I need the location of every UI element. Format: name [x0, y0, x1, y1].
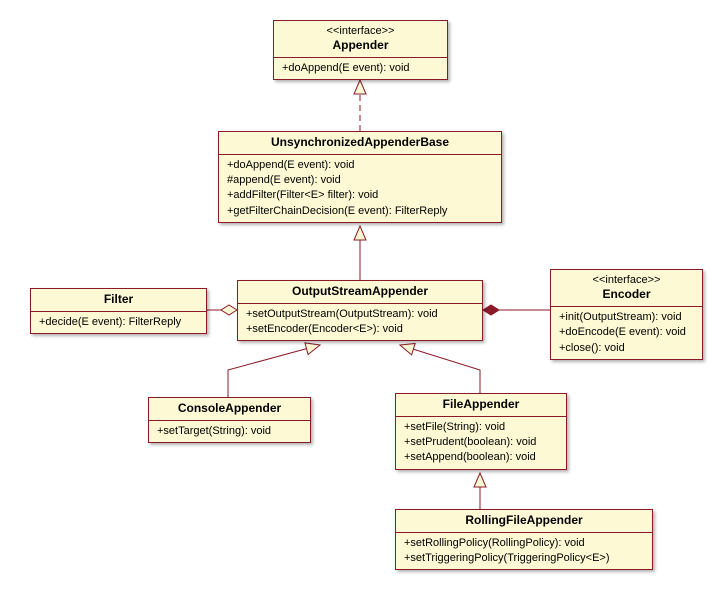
class-console-appender: ConsoleAppender +setTarget(String): void: [148, 397, 311, 443]
class-body: +doAppend(E event): void: [274, 58, 447, 79]
class-name: ConsoleAppender: [178, 401, 281, 415]
class-body: +setTarget(String): void: [149, 421, 310, 442]
class-name: Appender: [332, 38, 388, 52]
class-title: RollingFileAppender: [396, 510, 652, 533]
class-title: <<interface>> Appender: [274, 21, 447, 58]
stereotype-label: <<interface>>: [559, 273, 694, 287]
class-encoder: <<interface>> Encoder +init(OutputStream…: [550, 269, 703, 360]
class-body: +decide(E event): FilterReply: [31, 312, 206, 333]
class-appender: <<interface>> Appender +doAppend(E event…: [273, 20, 448, 80]
method: +setRollingPolicy(RollingPolicy): void: [404, 536, 644, 551]
method: +doAppend(E event): void: [282, 61, 439, 76]
class-name: UnsynchronizedAppenderBase: [271, 135, 449, 149]
class-title: UnsynchronizedAppenderBase: [219, 132, 501, 155]
method: +doEncode(E event): void: [559, 325, 694, 340]
class-unsynchronized-appender-base: UnsynchronizedAppenderBase +doAppend(E e…: [218, 131, 502, 223]
method: #append(E event): void: [227, 173, 493, 188]
method: +setFile(String): void: [404, 420, 558, 435]
method: +doAppend(E event): void: [227, 158, 493, 173]
class-title: <<interface>> Encoder: [551, 270, 702, 307]
method: +init(OutputStream): void: [559, 310, 694, 325]
method: +addFilter(Filter<E> filter): void: [227, 188, 493, 203]
class-title: OutputStreamAppender: [238, 281, 482, 304]
method: +getFilterChainDecision(E event): Filter…: [227, 204, 493, 219]
class-name: OutputStreamAppender: [292, 284, 428, 298]
class-file-appender: FileAppender +setFile(String): void +set…: [395, 393, 567, 470]
method: +setEncoder(Encoder<E>): void: [246, 322, 474, 337]
class-name: Encoder: [602, 287, 650, 301]
method: +setAppend(boolean): void: [404, 450, 558, 465]
stereotype-label: <<interface>>: [282, 24, 439, 38]
class-name: Filter: [104, 292, 133, 306]
class-name: RollingFileAppender: [465, 513, 582, 527]
method: +setTriggeringPolicy(TriggeringPolicy<E>…: [404, 551, 644, 566]
method: +close(): void: [559, 341, 694, 356]
class-title: ConsoleAppender: [149, 398, 310, 421]
class-output-stream-appender: OutputStreamAppender +setOutputStream(Ou…: [237, 280, 483, 341]
method: +decide(E event): FilterReply: [39, 315, 198, 330]
edge-generalization: [228, 345, 320, 397]
class-title: FileAppender: [396, 394, 566, 417]
class-body: +doAppend(E event): void #append(E event…: [219, 155, 501, 223]
class-name: FileAppender: [443, 397, 520, 411]
uml-class-diagram: <<interface>> Appender +doAppend(E event…: [0, 0, 724, 596]
edge-generalization: [400, 345, 480, 393]
class-body: +setRollingPolicy(RollingPolicy): void +…: [396, 533, 652, 570]
class-title: Filter: [31, 289, 206, 312]
method: +setTarget(String): void: [157, 424, 302, 439]
class-body: +init(OutputStream): void +doEncode(E ev…: [551, 307, 702, 359]
class-filter: Filter +decide(E event): FilterReply: [30, 288, 207, 334]
method: +setOutputStream(OutputStream): void: [246, 307, 474, 322]
class-body: +setFile(String): void +setPrudent(boole…: [396, 417, 566, 469]
class-rolling-file-appender: RollingFileAppender +setRollingPolicy(Ro…: [395, 509, 653, 570]
method: +setPrudent(boolean): void: [404, 435, 558, 450]
class-body: +setOutputStream(OutputStream): void +se…: [238, 304, 482, 341]
